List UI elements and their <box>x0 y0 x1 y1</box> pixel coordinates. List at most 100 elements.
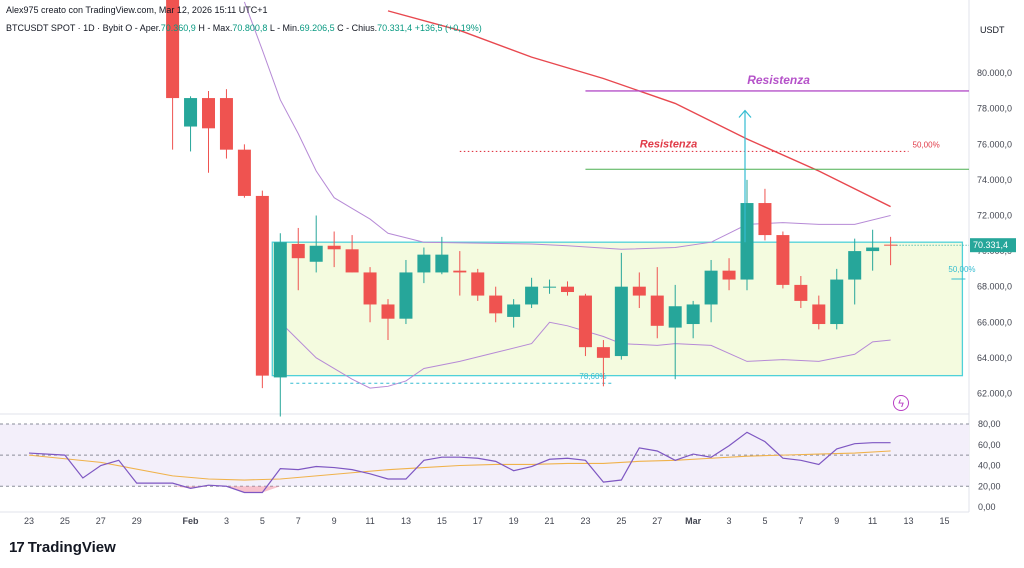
flash-icon[interactable]: ϟ <box>893 395 909 411</box>
time-axis-label: 11 <box>868 516 877 526</box>
time-axis-label: 25 <box>616 516 626 526</box>
time-axis-label: 19 <box>509 516 519 526</box>
price-axis-tick-label: 78.000,0 <box>977 104 1012 114</box>
rsi-axis-tick-label: 0,00 <box>978 502 996 512</box>
time-axis-label: 3 <box>224 516 229 526</box>
candle-body <box>740 203 754 280</box>
last-price-label: 70.331,4 <box>973 240 1008 250</box>
price-axis-tick-label: 80.000,0 <box>977 68 1012 78</box>
candle-body <box>435 254 449 273</box>
time-axis-label: Feb <box>183 516 200 526</box>
low-value: 69.206,5 <box>299 23 335 33</box>
candle-body <box>614 286 628 357</box>
price-axis-tick-label: 62.000,0 <box>977 388 1012 398</box>
rsi-ma-line <box>28 450 891 481</box>
time-axis-label: 7 <box>296 516 301 526</box>
candle-body <box>166 0 180 99</box>
candle-body <box>291 243 305 259</box>
price-axis-tick-label: 68.000,0 <box>977 282 1012 292</box>
tradingview-mark-icon: 17 <box>9 539 25 556</box>
symbol-label[interactable]: BTCUSDT SPOT · 1D · Bybit <box>6 23 123 33</box>
candle-body <box>309 245 323 262</box>
time-axis-label: 7 <box>798 516 803 526</box>
candle-body <box>884 244 898 246</box>
target-arrow-head <box>738 109 752 118</box>
price-axis-tick-label: 74.000,0 <box>977 175 1012 185</box>
time-axis-label: 9 <box>834 516 839 526</box>
candle-body <box>381 304 395 319</box>
candle-body <box>596 347 610 358</box>
candle-body <box>830 279 844 325</box>
tradingview-logo: 17 TradingView <box>9 539 116 556</box>
open-value: 70.360,9 <box>160 23 196 33</box>
time-axis-label: 5 <box>260 516 265 526</box>
candle-body <box>363 272 377 305</box>
chart-author-line: Alex975 creato con TradingView.com, Mar … <box>6 5 268 15</box>
candle-body <box>812 304 826 325</box>
candle-body <box>237 149 251 196</box>
price-axis-tick-label: 64.000,0 <box>977 353 1012 363</box>
time-axis-label: 17 <box>473 516 483 526</box>
fib-786-label: 78,60% <box>579 372 606 381</box>
candle-body <box>543 286 557 288</box>
rsi-axis-tick-label: 80,00 <box>978 419 1001 429</box>
band-lower-line <box>279 321 891 389</box>
candle-body <box>399 272 413 319</box>
rsi-line <box>28 431 891 494</box>
resistance-lower-label: Resistenza <box>640 138 697 150</box>
candle-body <box>489 295 503 314</box>
high-value: 70.800,8 <box>232 23 268 33</box>
open-label: O - Aper. <box>125 23 161 33</box>
candle-body <box>704 270 718 305</box>
price-axis-unit: USDT <box>980 25 1005 35</box>
resistance-upper-label: Resistenza <box>747 73 810 87</box>
time-axis-label: 21 <box>545 516 555 526</box>
candle-body <box>632 286 646 296</box>
candle-body <box>184 98 198 127</box>
change-value: +136,5 (+0,19%) <box>414 23 482 33</box>
candle-body <box>471 272 485 296</box>
candle-body <box>507 304 521 317</box>
time-axis-label: 11 <box>365 516 374 526</box>
time-axis-label: 29 <box>132 516 142 526</box>
candle-body <box>525 286 539 305</box>
ohlc-legend: BTCUSDT SPOT · 1D · Bybit O - Aper.70.36… <box>6 23 482 33</box>
time-axis-label: 27 <box>96 516 106 526</box>
rsi-axis-tick-label: 20,00 <box>978 481 1001 491</box>
time-axis-label: 25 <box>60 516 70 526</box>
time-axis-label: 15 <box>939 516 949 526</box>
resistance-fib-label: 50,00% <box>913 140 940 149</box>
price-axis-tick-label: 66.000,0 <box>977 317 1012 327</box>
candle-body <box>345 249 359 273</box>
price-axis-tick-label: 76.000,0 <box>977 139 1012 149</box>
candle-body <box>794 284 808 301</box>
fib-50-label: 50,00% <box>948 265 975 274</box>
candle-body <box>561 286 574 293</box>
candle-body <box>578 295 592 348</box>
time-axis-label: 5 <box>762 516 767 526</box>
candle-body <box>686 304 700 325</box>
candle-body <box>255 195 269 376</box>
candle-body <box>668 306 682 328</box>
candle-body <box>776 235 790 285</box>
close-label: C - Chius. <box>337 23 378 33</box>
time-axis-label: 23 <box>580 516 590 526</box>
time-axis-label: 13 <box>904 516 914 526</box>
candle-body <box>758 203 772 236</box>
candle-body <box>273 242 287 378</box>
time-axis-label: 15 <box>437 516 447 526</box>
last-price-tag <box>970 238 1016 253</box>
rsi-axis-tick-label: 60,00 <box>978 440 1001 450</box>
candle-body <box>417 254 431 273</box>
candle-body <box>722 270 736 280</box>
high-label: H - Max. <box>198 23 233 33</box>
rsi-axis-tick-label: 40,00 <box>978 461 1001 471</box>
time-axis-label: 23 <box>24 516 34 526</box>
band-upper-line <box>243 1 891 250</box>
moving-average-line <box>387 10 891 208</box>
price-axis-tick-label: 72.000,0 <box>977 211 1012 221</box>
candle-body <box>453 270 467 273</box>
tradingview-name: TradingView <box>27 539 116 556</box>
rsi-oversold-fill <box>172 486 281 493</box>
